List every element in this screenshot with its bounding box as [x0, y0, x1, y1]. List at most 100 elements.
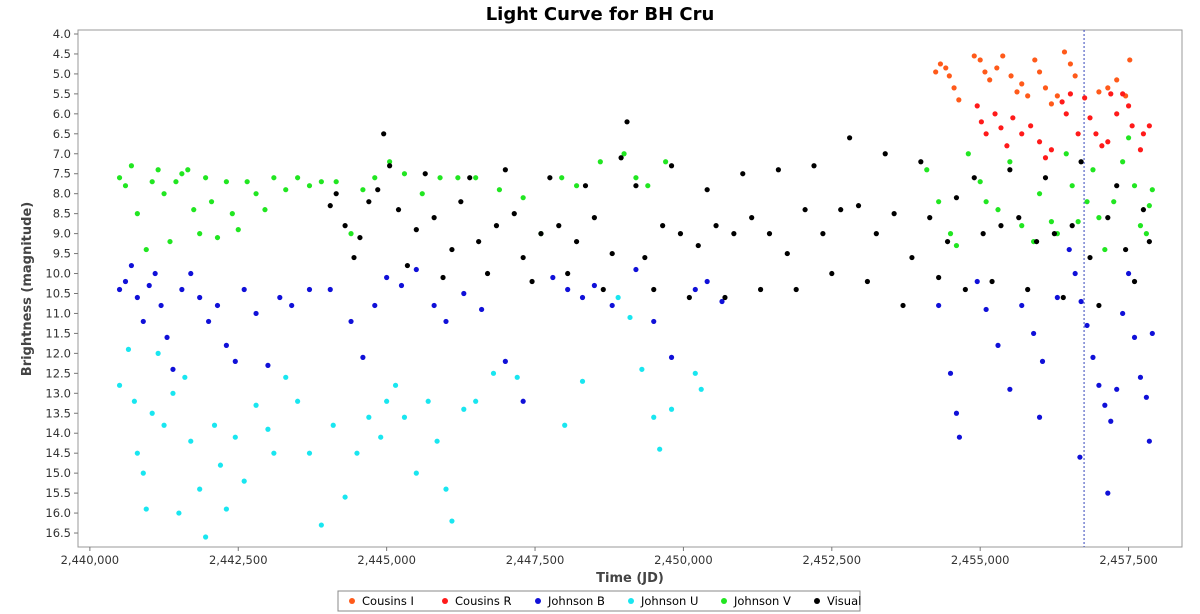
data-point	[223, 179, 229, 185]
data-point	[977, 57, 983, 63]
data-point	[621, 151, 627, 157]
data-point	[1120, 159, 1126, 165]
data-point	[1146, 438, 1152, 444]
data-point	[1093, 131, 1099, 137]
data-point	[946, 73, 952, 79]
legend-entry: Cousins R	[455, 594, 511, 608]
data-point	[1059, 99, 1065, 105]
data-point	[947, 231, 954, 237]
data-point	[395, 207, 402, 213]
data-point	[639, 366, 645, 372]
data-point	[704, 187, 710, 193]
y-tick-label: 12.0	[45, 346, 71, 360]
data-point	[657, 446, 663, 452]
data-point	[1010, 115, 1016, 121]
data-point	[511, 211, 517, 217]
data-point	[484, 270, 491, 277]
data-point	[642, 254, 648, 261]
data-point	[223, 342, 229, 348]
data-point	[722, 294, 728, 301]
data-point	[633, 175, 639, 181]
data-point	[1042, 175, 1049, 181]
data-point	[229, 211, 235, 217]
data-point	[719, 298, 725, 305]
x-tick-label: 2,447,500	[506, 553, 565, 567]
data-point	[1114, 111, 1120, 117]
data-point	[609, 302, 615, 309]
data-point	[1033, 238, 1040, 245]
data-point	[366, 199, 372, 205]
data-point	[1072, 270, 1078, 277]
data-point	[1084, 199, 1090, 205]
data-point	[289, 302, 295, 309]
data-point	[413, 470, 419, 476]
data-point	[974, 278, 980, 285]
data-point	[1048, 101, 1055, 107]
y-tick-label: 7.5	[53, 167, 71, 181]
data-point	[983, 306, 989, 313]
data-point	[627, 314, 633, 321]
data-point	[185, 167, 191, 173]
data-point	[493, 223, 500, 229]
y-tick-label: 9.0	[53, 227, 71, 241]
data-point	[253, 191, 259, 197]
data-point	[122, 278, 129, 285]
data-point	[624, 119, 630, 125]
data-point	[909, 254, 915, 261]
data-point	[502, 167, 508, 173]
data-point	[538, 231, 544, 237]
y-tick-label: 8.0	[53, 187, 71, 201]
data-point	[366, 414, 372, 420]
data-point	[784, 250, 790, 257]
data-point	[116, 286, 123, 293]
data-point	[1120, 310, 1126, 317]
data-point	[633, 266, 639, 273]
data-point	[473, 175, 479, 181]
data-point	[140, 318, 146, 325]
data-point	[342, 223, 348, 229]
legend-entry: Johnson V	[733, 594, 791, 608]
data-point	[295, 175, 301, 181]
data-point	[873, 231, 879, 237]
data-point	[1114, 183, 1120, 189]
data-point	[1140, 207, 1147, 213]
data-point	[476, 238, 482, 245]
data-point	[668, 163, 675, 169]
data-point	[1084, 322, 1090, 329]
data-point	[1000, 53, 1006, 59]
data-point	[838, 207, 844, 213]
data-point	[559, 175, 565, 181]
y-tick-label: 10.0	[45, 267, 71, 281]
data-point	[704, 278, 710, 285]
data-point	[692, 286, 698, 293]
y-tick-label: 16.0	[45, 506, 71, 520]
data-point	[1114, 386, 1120, 392]
series-cousins-i	[933, 49, 1133, 107]
data-point	[956, 434, 963, 440]
data-point	[1019, 81, 1025, 87]
data-point	[425, 398, 431, 404]
x-tick-label: 2,455,000	[951, 553, 1010, 567]
data-point	[490, 370, 497, 376]
data-point	[668, 354, 675, 360]
data-point	[479, 306, 485, 313]
data-point	[731, 231, 737, 237]
data-point	[173, 179, 179, 185]
data-point	[1090, 354, 1096, 360]
data-point	[971, 175, 977, 181]
data-point	[1108, 418, 1114, 424]
y-tick-label: 11.5	[45, 326, 71, 340]
data-point	[1137, 374, 1144, 380]
data-point	[318, 179, 324, 185]
data-point	[449, 518, 455, 524]
data-point	[253, 402, 259, 408]
data-point	[306, 286, 313, 293]
legend-marker	[628, 598, 634, 604]
data-point	[277, 294, 283, 301]
data-point	[1096, 302, 1102, 309]
data-point	[936, 274, 942, 281]
data-point	[232, 434, 238, 440]
y-tick-label: 5.5	[53, 87, 71, 101]
data-point	[1036, 69, 1043, 75]
